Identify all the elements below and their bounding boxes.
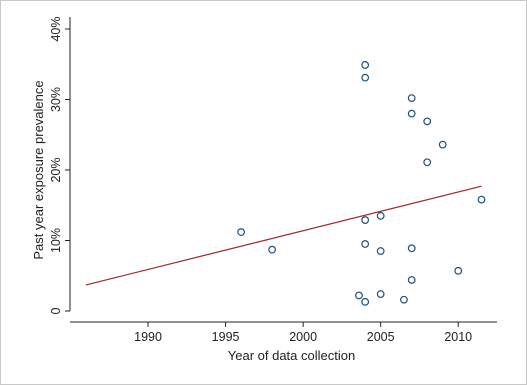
- y-tick-label: 20%: [49, 157, 63, 182]
- data-point: [361, 297, 370, 306]
- data-point: [454, 266, 463, 275]
- x-tick-label: 1990: [134, 330, 162, 344]
- y-tick-label: 40%: [49, 16, 63, 41]
- x-tick-label: 2010: [444, 330, 472, 344]
- axes: 0 10% 20% 30% 40% 1990 1995 2000 2005 2010: [49, 16, 497, 344]
- data-point: [477, 195, 486, 204]
- data-point: [237, 228, 245, 236]
- y-tick-label: 0: [49, 307, 63, 314]
- x-tick-label: 1995: [212, 330, 240, 344]
- y-ticks: 0 10% 20% 30% 40%: [49, 16, 70, 314]
- data-point: [400, 295, 408, 304]
- data-points: [237, 61, 486, 306]
- data-point: [361, 216, 370, 224]
- x-axis-title: Year of data collection: [228, 348, 355, 363]
- data-point: [361, 73, 370, 82]
- x-tick-label: 2000: [289, 330, 317, 344]
- data-point: [407, 276, 416, 284]
- x-ticks: 1990 1995 2000 2005 2010: [134, 322, 472, 344]
- y-axis-title: Past year exposure prevalence: [31, 80, 46, 259]
- data-point: [407, 94, 416, 102]
- data-point: [376, 290, 385, 298]
- y-tick-label: 10%: [49, 228, 63, 253]
- fit-line: [85, 185, 482, 286]
- data-point: [355, 291, 363, 300]
- data-point: [438, 140, 447, 149]
- data-point: [407, 109, 416, 118]
- data-point: [423, 158, 432, 167]
- x-tick-label: 2005: [367, 330, 395, 344]
- data-point: [376, 247, 385, 255]
- data-point: [361, 240, 370, 248]
- data-point: [268, 245, 277, 254]
- data-point: [407, 244, 416, 253]
- data-point: [376, 211, 385, 220]
- data-point: [423, 117, 432, 126]
- data-point: [361, 61, 370, 69]
- y-tick-label: 30%: [49, 87, 63, 112]
